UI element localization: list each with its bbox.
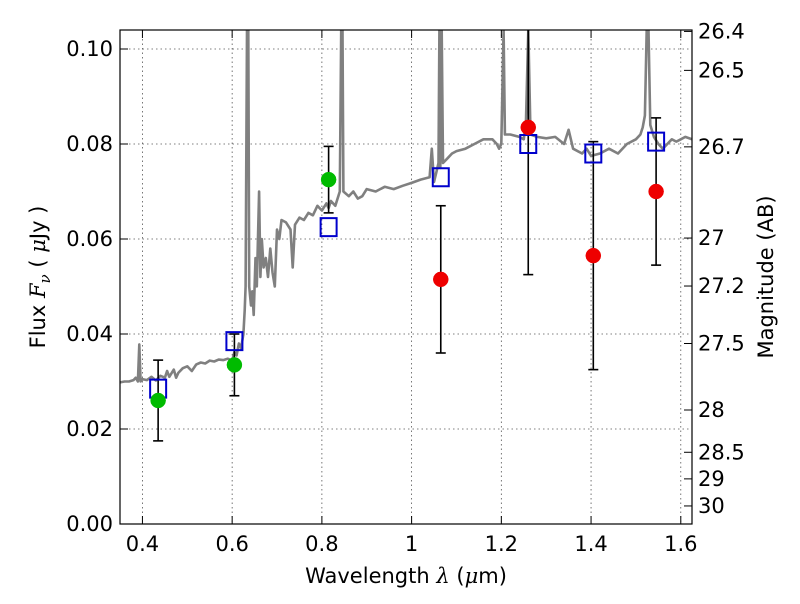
observed-point-green — [226, 357, 243, 373]
y-tick-label: 0.06 — [66, 227, 113, 251]
y2-tick-label: 27.2 — [698, 274, 745, 298]
observed-point-green — [150, 392, 166, 409]
y-tick-label: 0.10 — [66, 37, 113, 61]
observed-point-red — [585, 247, 602, 264]
y-tick-label: 0.00 — [66, 512, 113, 536]
y-tick-label: 0.08 — [66, 132, 113, 156]
grid-layer — [120, 30, 692, 525]
x-axis-label: Wavelength λ (μm) — [305, 564, 507, 588]
x-tick-label: 1.4 — [574, 532, 607, 556]
model-photometry-point — [584, 143, 603, 164]
y2-tick-label: 27 — [698, 226, 725, 250]
observed-point-green — [320, 171, 337, 188]
x-tick-label: 0.6 — [215, 532, 248, 556]
x-tick-label: 0.8 — [305, 532, 338, 556]
y2-tick-label: 29 — [698, 467, 725, 491]
plot-frame — [119, 29, 693, 525]
spectrum-line — [120, 30, 692, 384]
model-photometry-point — [431, 167, 450, 188]
y2-axis-label: Magnitude (AB) — [754, 195, 778, 358]
model-photometry-point — [319, 217, 338, 238]
model-photometry-point — [225, 331, 244, 352]
plot-layer — [120, 30, 692, 442]
y2-tick-label: 26.5 — [698, 58, 745, 82]
tick-layer: 0.4 0.6 0.8 1 1.2 1.4 1.6 0.00 0.02 0.04 0.06 0.08 0… — [66, 19, 745, 556]
x-tick-label: 0.4 — [126, 532, 159, 556]
observed-point-red — [520, 119, 537, 136]
y2-tick-label: 30 — [698, 494, 725, 518]
x-tick-label: 1.6 — [664, 532, 697, 556]
y2-tick-label: 26.4 — [698, 19, 745, 43]
x-tick-label: 1 — [405, 532, 418, 556]
y2-tick-label: 27.5 — [698, 332, 745, 356]
y2-tick-label: 26.7 — [698, 135, 745, 159]
y-tick-label: 0.04 — [66, 322, 113, 346]
y-axis-label: Flux Fν ( μJy ) — [26, 206, 54, 349]
y-tick-label: 0.02 — [66, 417, 113, 441]
model-photometry-point — [647, 131, 666, 152]
observed-point-red — [648, 183, 664, 200]
y2-tick-label: 28 — [698, 398, 725, 422]
x-tick-label: 1.2 — [485, 532, 518, 556]
plot-clipped-group — [120, 30, 692, 442]
y2-tick-label: 28.5 — [698, 440, 745, 464]
observed-point-red — [433, 271, 449, 288]
